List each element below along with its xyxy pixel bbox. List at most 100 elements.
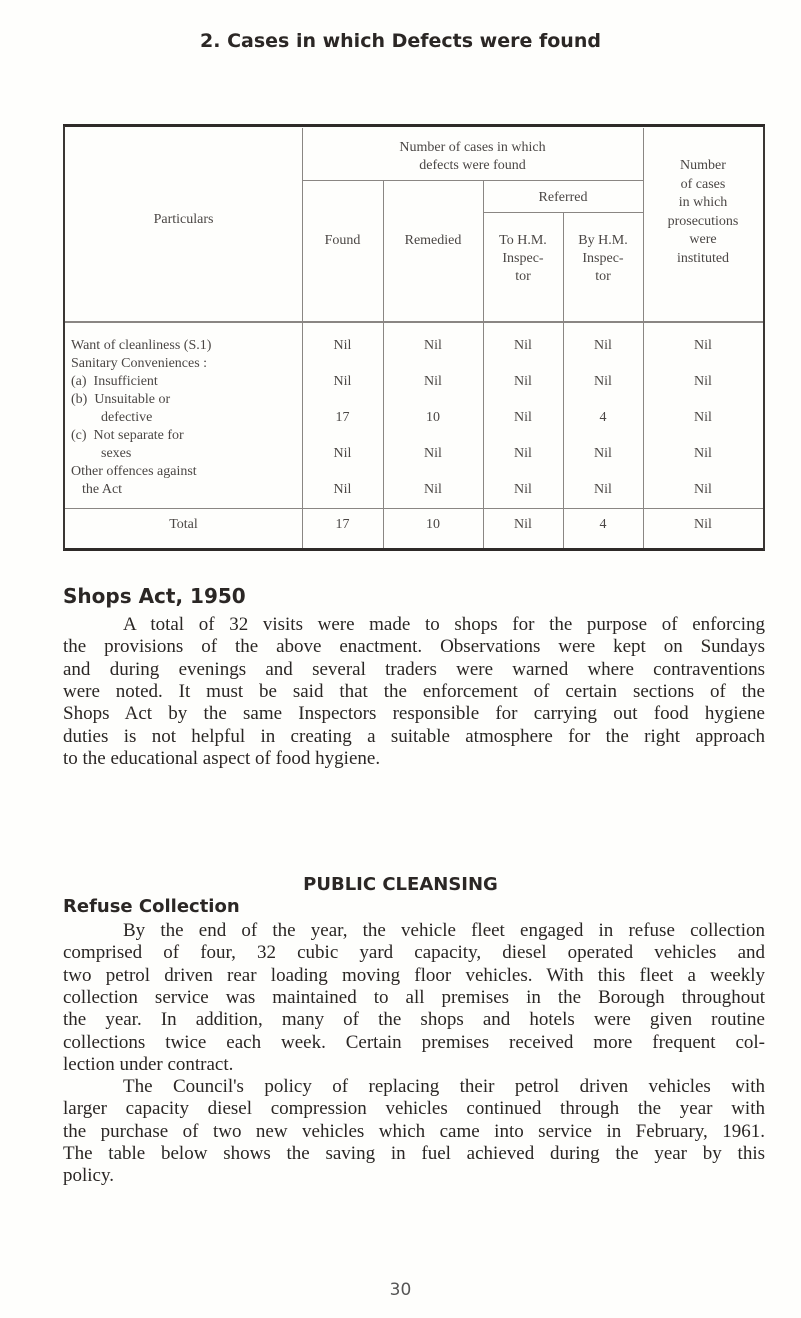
table-cell-by-hm: Nil <box>594 374 612 389</box>
table-cell-found: Nil <box>333 338 352 353</box>
particulars-line: defective <box>101 410 153 425</box>
column-divider <box>563 212 564 548</box>
total-cell-found: 17 <box>335 517 350 532</box>
table-cell-prosecutions: Nil <box>694 338 712 353</box>
header-referred: Referred <box>538 190 588 205</box>
paragraph-line: policy. <box>63 1165 115 1187</box>
header-line: were <box>689 232 717 248</box>
column-divider <box>302 128 303 548</box>
paragraph-line: the provisions of the above enactment. O… <box>63 636 765 658</box>
table-cell-found: Nil <box>333 446 352 461</box>
paragraph-line: A total of 32 visits were made to shops … <box>123 614 765 635</box>
paragraph-line: the purchase of two new vehicles which c… <box>63 1120 765 1142</box>
total-cell-to-hm: Nil <box>514 517 532 532</box>
header-line: instituted <box>676 250 730 266</box>
header-remedied: Remedied <box>404 233 462 248</box>
paragraph-line: comprised of four, 32 cubic yard capacit… <box>63 942 765 964</box>
particulars-line: the Act <box>82 482 123 497</box>
paragraph-line: lection under contract. <box>63 1053 234 1075</box>
table-cell-by-hm: 4 <box>599 410 607 425</box>
table-cell-remedied: Nil <box>424 482 442 497</box>
paragraph-line: larger capacity diesel compression vehic… <box>63 1098 765 1120</box>
total-divider <box>65 508 763 509</box>
paragraph-line: collection service was maintained to all… <box>63 986 765 1008</box>
paragraph-line: collections twice each week. Certain pre… <box>63 1031 765 1053</box>
table-cell-by-hm: Nil <box>594 446 612 461</box>
table-right-rule <box>763 126 765 550</box>
column-divider <box>483 180 484 548</box>
table-top-rule <box>63 124 765 127</box>
paragraph-line: to the educational aspect of food hygien… <box>63 747 381 769</box>
paragraph-line: the year. In addition, many of the shops… <box>63 1009 765 1031</box>
header-found: Found <box>324 233 361 248</box>
paragraph-line: Shops Act by the same Inspectors respons… <box>63 703 765 725</box>
public-cleansing-heading: PUBLIC CLEANSING <box>303 874 498 895</box>
table-cell-to-hm: Nil <box>514 482 532 497</box>
column-divider <box>643 128 644 548</box>
table-cell-by-hm: Nil <box>594 338 612 353</box>
header-line: To H.M. <box>499 233 547 248</box>
table-cell-found: Nil <box>333 482 352 497</box>
particulars-line: sexes <box>101 446 132 461</box>
table-cell-to-hm: Nil <box>514 338 532 353</box>
column-divider <box>383 180 384 548</box>
particulars-line: (a) Insufficient <box>71 374 158 389</box>
paragraph-line: were noted. It must be said that the enf… <box>63 680 765 702</box>
table-cell-found: 17 <box>335 410 350 425</box>
table-cell-prosecutions: Nil <box>694 446 712 461</box>
page-number: 30 <box>389 1280 412 1300</box>
header-group-line: defects were found <box>419 158 526 173</box>
table-cell-remedied: 10 <box>426 410 440 425</box>
table-cell-to-hm: Nil <box>514 410 532 425</box>
header-to-hm: To H.M. Inspec- tor <box>483 232 563 286</box>
particulars-line: Want of cleanliness (S.1) <box>71 338 212 353</box>
table-cell-prosecutions: Nil <box>694 374 712 389</box>
table-cell-remedied: Nil <box>424 338 442 353</box>
total-cell-by-hm: 4 <box>599 517 607 532</box>
paragraph-line: two petrol driven rear loading moving fl… <box>63 964 765 986</box>
header-line: in which <box>678 195 728 211</box>
shops-act-heading: Shops Act, 1950 <box>63 584 246 608</box>
header-group-line: Number of cases in which <box>399 140 546 155</box>
row-divider <box>483 212 643 213</box>
table-cell-prosecutions: Nil <box>694 482 712 497</box>
particulars-line: (c) Not separate for <box>71 428 184 443</box>
particulars-line: Sanitary Conveniences : <box>71 356 208 371</box>
header-line: tor <box>515 269 531 284</box>
total-cell-prosecutions: Nil <box>694 517 712 532</box>
table-cell-prosecutions: Nil <box>694 410 712 425</box>
header-line: of cases <box>680 176 726 192</box>
table-cell-to-hm: Nil <box>514 374 532 389</box>
header-particulars: Particulars <box>153 212 214 227</box>
paragraph-line: By the end of the year, the vehicle flee… <box>123 920 765 941</box>
header-line: By H.M. <box>578 233 628 248</box>
total-label: Total <box>169 517 198 532</box>
header-line: prosecutions <box>667 213 739 229</box>
particulars-line: (b) Unsuitable or <box>71 392 171 407</box>
table-cell-by-hm: Nil <box>594 482 612 497</box>
paragraph-line: and during evenings and several traders … <box>63 658 765 680</box>
total-cell-remedied: 10 <box>426 517 440 532</box>
header-line: Inspec- <box>582 251 624 266</box>
header-line: tor <box>595 269 611 284</box>
header-line: Inspec- <box>502 251 544 266</box>
refuse-collection-heading: Refuse Collection <box>63 896 240 917</box>
header-prosecutions: Number of cases in which prosecutions we… <box>643 157 763 269</box>
paragraph-line: The table below shows the saving in fuel… <box>63 1143 765 1164</box>
header-divider <box>65 321 763 323</box>
table-bottom-rule <box>63 548 765 551</box>
header-by-hm: By H.M. Inspec- tor <box>563 232 643 286</box>
particulars-line: Other offences against <box>71 464 197 479</box>
header-group: Number of cases in which defects were fo… <box>302 139 643 175</box>
row-divider <box>302 180 643 181</box>
table-cell-remedied: Nil <box>424 374 442 389</box>
table-cell-to-hm: Nil <box>514 446 532 461</box>
table-cell-found: Nil <box>333 374 352 389</box>
section-title: 2. Cases in which Defects were found <box>200 30 601 52</box>
paragraph-line: The Council's policy of replacing their … <box>123 1076 765 1098</box>
table-left-rule <box>63 126 65 550</box>
paragraph-line: duties is not helpful in creating a suit… <box>63 725 765 747</box>
header-line: Number <box>680 158 726 173</box>
table-cell-remedied: Nil <box>424 446 442 461</box>
